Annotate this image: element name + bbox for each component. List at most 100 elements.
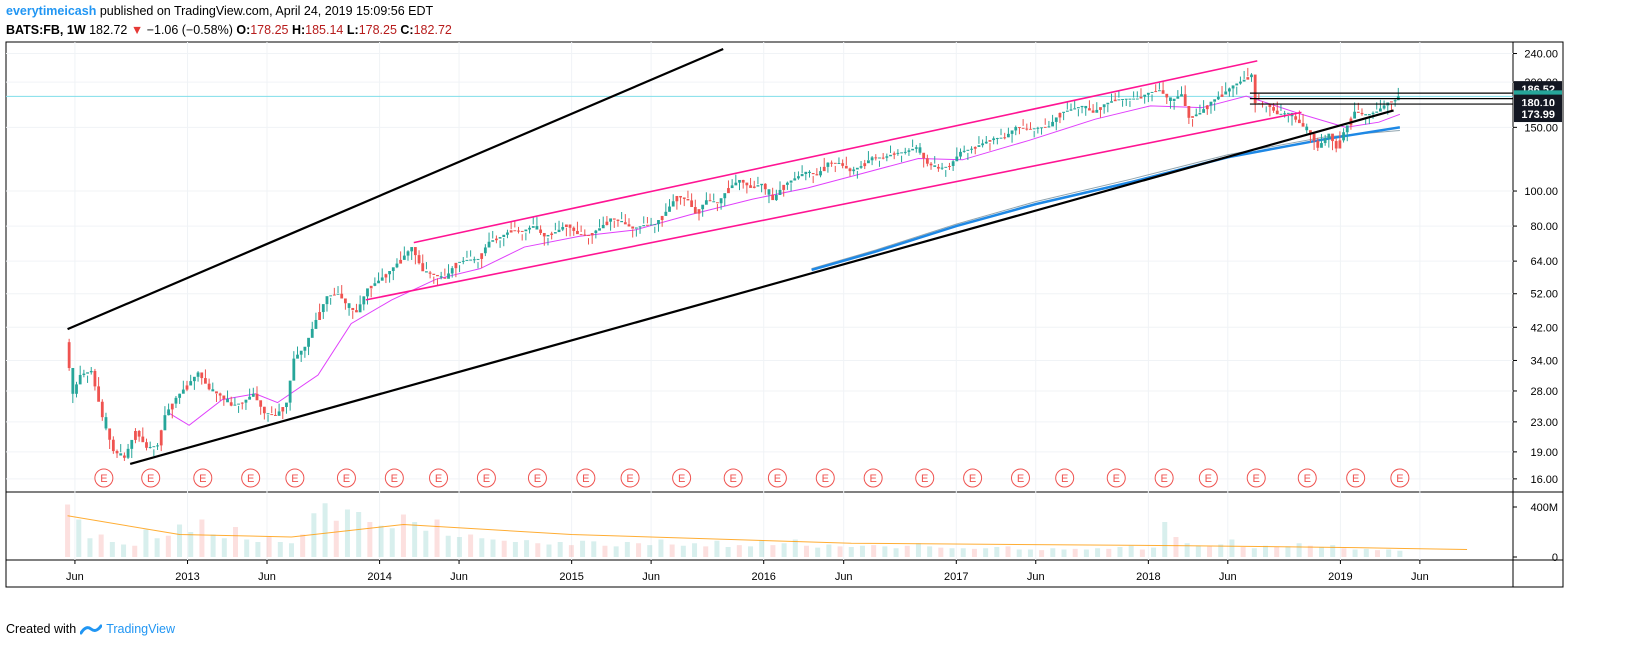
earnings-marker-icon[interactable] [285, 468, 305, 488]
time-tick-label: Jun [258, 571, 276, 583]
volume-bar [759, 540, 765, 557]
candle-body [782, 184, 786, 190]
volume-bar [300, 534, 306, 557]
earnings-marker-icon[interactable] [429, 468, 449, 488]
earnings-marker-icon[interactable] [241, 468, 261, 488]
earnings-marker-icon[interactable] [1346, 468, 1366, 488]
channel-line[interactable] [413, 60, 1258, 244]
trend-line[interactable] [67, 47, 724, 331]
price-axis[interactable]: 240.00200.00150.00100.0080.0064.0052.004… [1513, 49, 1562, 564]
volume-bar [1050, 548, 1056, 557]
earnings-marker-icon[interactable] [672, 468, 692, 488]
candle-body [749, 185, 752, 188]
earnings-marker-icon[interactable] [1390, 468, 1410, 488]
channel-line[interactable] [365, 111, 1302, 301]
earnings-marker-icon[interactable] [193, 468, 213, 488]
candle-body [1371, 112, 1375, 115]
earnings-marker-icon[interactable] [94, 468, 114, 488]
candle-body [1246, 77, 1250, 80]
earnings-marker-icon[interactable] [620, 468, 640, 488]
candle-body [207, 383, 211, 390]
candle-body [1268, 103, 1272, 108]
candle-body [970, 148, 973, 150]
volume-bar [580, 540, 586, 557]
volume-bar [1195, 545, 1201, 557]
earnings-marker-icon[interactable] [863, 468, 883, 488]
earnings-marker-icon[interactable] [1154, 468, 1174, 488]
candle-body [1128, 98, 1132, 100]
earnings-marker-icon[interactable] [963, 468, 983, 488]
tradingview-brand-link[interactable]: TradingView [106, 622, 175, 636]
earnings-marker-icon[interactable] [1198, 468, 1218, 488]
volume-bar [927, 546, 933, 557]
candle-body [321, 304, 325, 313]
earnings-marker-icon[interactable] [141, 468, 161, 488]
earnings-marker-icon[interactable] [576, 468, 596, 488]
candle-body [1301, 123, 1305, 127]
candle-body [789, 180, 793, 183]
volume-bar [1296, 543, 1302, 557]
earnings-marker-icon[interactable] [767, 468, 787, 488]
volume-bar [367, 522, 373, 557]
earnings-marker-icon[interactable] [1106, 468, 1126, 488]
publish-text: published on TradingView.com, April 24, … [99, 4, 434, 18]
earnings-marker-label: E [1113, 473, 1120, 485]
candle-body [104, 417, 108, 429]
volume-bar [1330, 545, 1336, 557]
price-tick-label: 34.00 [1530, 355, 1558, 367]
candle-body [1073, 108, 1077, 110]
trend-line[interactable] [129, 109, 1394, 465]
volume-bar [1139, 549, 1145, 557]
earnings-marker-label: E [774, 473, 781, 485]
candle-body [185, 385, 189, 390]
candle-body [458, 261, 461, 263]
candle-body [126, 448, 130, 458]
earnings-marker-icon[interactable] [1055, 468, 1075, 488]
earnings-marker-icon[interactable] [1297, 468, 1317, 488]
earnings-marker-icon[interactable] [815, 468, 835, 488]
earnings-marker-icon[interactable] [723, 468, 743, 488]
author-link[interactable]: everytimeicash [6, 4, 97, 18]
drawing-lines[interactable] [67, 47, 1513, 465]
candle-body [756, 185, 760, 187]
candle-body [130, 439, 134, 449]
candle-body [288, 380, 292, 403]
earnings-marker-icon[interactable] [915, 468, 935, 488]
volume-bar [692, 543, 698, 557]
earnings-marker-icon[interactable] [336, 468, 356, 488]
volume-bar [1207, 546, 1213, 557]
earnings-marker-icon[interactable] [476, 468, 496, 488]
candle-body [237, 403, 240, 405]
candle-body [329, 295, 333, 297]
earnings-marker-icon[interactable] [384, 468, 404, 488]
earnings-marker-label: E [626, 473, 633, 485]
candle-body [914, 147, 918, 149]
candle-body [1334, 141, 1338, 149]
candle-body [587, 234, 590, 236]
candle-body [1253, 74, 1257, 104]
volume-tick-label: 400M [1530, 502, 1558, 514]
volume-bar [736, 545, 742, 557]
candle-body [366, 288, 369, 297]
candle-body [863, 163, 867, 167]
candle-body [1382, 105, 1386, 109]
volume-bar [1307, 545, 1313, 557]
earnings-marker-icon[interactable] [1246, 468, 1266, 488]
earnings-marker-icon[interactable] [527, 468, 547, 488]
volume-bar [535, 543, 541, 557]
candle-body [1143, 94, 1147, 97]
candle-body [152, 446, 156, 448]
candle-body [296, 354, 299, 359]
candle-body [513, 230, 517, 232]
earnings-marker-label: E [147, 473, 154, 485]
volume-bar [1173, 537, 1179, 557]
candle-body [542, 232, 546, 237]
candle-body [675, 195, 679, 202]
candle-body [1095, 109, 1099, 113]
earnings-marker-icon[interactable] [1010, 468, 1030, 488]
time-axis[interactable]: Jun 2013 Jun 2014 Jun 2015 Jun 2016 Jun 2017 Jun 20… [66, 560, 1429, 583]
volume-bar [714, 540, 720, 557]
volume-bar [1386, 549, 1392, 557]
